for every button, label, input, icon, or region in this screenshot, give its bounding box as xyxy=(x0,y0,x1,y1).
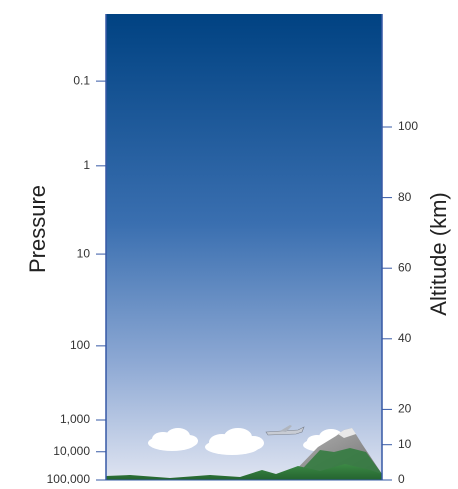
left-tick: 10,000 xyxy=(53,444,106,458)
left-axis-label: Pressure xyxy=(25,185,50,273)
left-tick: 100 xyxy=(70,338,106,352)
right-tick-label: 40 xyxy=(398,331,412,345)
right-tick-label: 100 xyxy=(398,119,418,133)
left-tick-label: 10,000 xyxy=(53,444,90,458)
right-tick: 20 xyxy=(382,402,412,416)
left-tick-label: 10 xyxy=(77,246,91,260)
left-tick: 10 xyxy=(77,246,106,260)
left-tick-label: 0.1 xyxy=(73,73,90,87)
right-tick: 100 xyxy=(382,119,418,133)
left-ticks: 0.1 1 10 100 1,000 10,000 100,000 xyxy=(47,73,106,486)
right-tick-label: 20 xyxy=(398,402,412,416)
left-tick-label: 100,000 xyxy=(47,472,91,484)
sky-column xyxy=(106,14,382,480)
right-tick-label: 0 xyxy=(398,472,405,484)
left-tick-label: 1 xyxy=(83,158,90,172)
left-tick: 0.1 xyxy=(73,73,106,87)
airplane-icon xyxy=(265,425,305,436)
ground xyxy=(106,464,382,480)
right-tick-label: 60 xyxy=(398,260,412,274)
right-tick: 0 xyxy=(382,472,405,486)
cloud-left xyxy=(148,428,198,451)
right-tick: 40 xyxy=(382,331,412,345)
right-tick: 10 xyxy=(382,437,412,451)
right-tick: 80 xyxy=(382,190,412,204)
right-axis-label: Altitude (km) xyxy=(426,192,451,315)
right-tick-label: 10 xyxy=(398,437,412,451)
left-tick-label: 100 xyxy=(70,338,90,352)
right-tick: 60 xyxy=(382,260,412,274)
left-tick: 1,000 xyxy=(60,412,106,426)
left-tick: 1 xyxy=(83,158,106,172)
left-tick: 100,000 xyxy=(47,472,106,486)
right-tick-label: 80 xyxy=(398,190,412,204)
left-tick-label: 1,000 xyxy=(60,412,90,426)
cloud-middle xyxy=(205,428,264,455)
